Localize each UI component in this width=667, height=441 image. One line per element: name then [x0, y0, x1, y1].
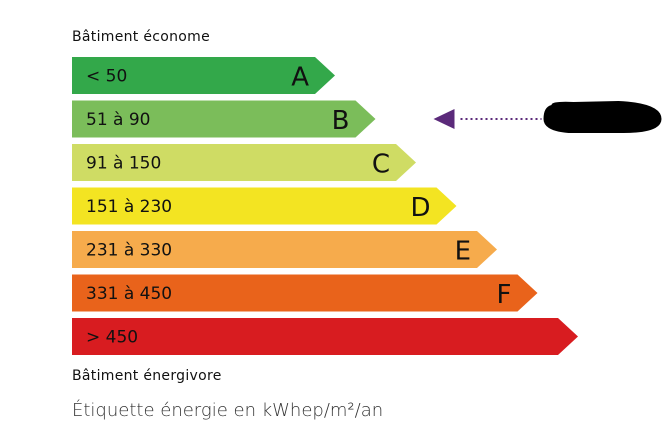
class-range: > 450: [86, 328, 138, 348]
class-range: 231 à 330: [86, 241, 172, 261]
class-range: 51 à 90: [86, 110, 151, 130]
class-letter: C: [372, 150, 390, 180]
class-letter: F: [497, 280, 512, 310]
energy-class-e: 231 à 330 E: [72, 231, 497, 268]
energy-class-f: 331 à 450 F: [72, 274, 538, 312]
class-letter: D: [410, 193, 430, 223]
class-range: < 50: [86, 67, 127, 87]
energy-class-g: > 450: [72, 318, 578, 355]
top-label: Bâtiment économe: [72, 29, 210, 45]
class-range: 91 à 150: [86, 154, 161, 174]
energy-class-a: < 50 A: [72, 57, 335, 94]
class-bar: [72, 318, 578, 355]
class-letter: E: [455, 237, 471, 267]
unit-label: Étiquette énergie en kWhep/m²/an: [72, 400, 384, 421]
class-bar: [72, 57, 335, 94]
energy-class-d: 151 à 230 D: [72, 187, 457, 225]
energy-class-b: 51 à 90 B: [72, 100, 376, 138]
energy-class-c: 91 à 150 C: [72, 144, 416, 181]
class-bar: [72, 100, 376, 138]
class-letter: B: [332, 106, 350, 136]
class-bar: [72, 231, 497, 268]
bottom-label: Bâtiment énergivore: [72, 368, 222, 384]
redacted-value: [543, 101, 662, 133]
class-bar: [72, 187, 457, 225]
class-bar: [72, 144, 416, 181]
class-letter: A: [291, 63, 309, 93]
class-bar: [72, 274, 538, 312]
class-range: 151 à 230: [86, 197, 172, 217]
current-class-arrow-icon: [433, 109, 455, 129]
class-range: 331 à 450: [86, 284, 172, 304]
